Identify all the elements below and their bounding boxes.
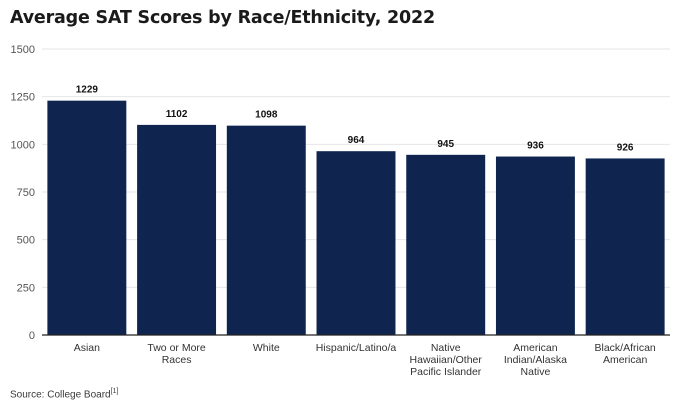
- x-tick-label-line: Two or More: [147, 342, 206, 354]
- x-tick-label: American Indian/Alaska Native: [504, 342, 567, 378]
- y-tick-label: 1500: [11, 44, 35, 56]
- source-reference: [1]: [110, 388, 119, 395]
- bar: [495, 156, 575, 335]
- x-tick-label-line: Hispanic/Latino/a: [316, 342, 397, 354]
- x-tick-label-line: Asian: [74, 342, 100, 354]
- data-label: 936: [527, 141, 544, 152]
- x-tick-label: Native Hawaiian/Other Pacific Islander: [410, 342, 483, 378]
- y-tick-label: 0: [29, 330, 35, 342]
- data-label: 1098: [255, 110, 278, 121]
- x-tick-label-line: Races: [162, 354, 192, 366]
- bar: [585, 158, 665, 335]
- data-label: 926: [617, 142, 634, 153]
- chart-title: Average SAT Scores by Race/Ethnicity, 20…: [10, 8, 435, 28]
- y-tick-label: 750: [17, 187, 35, 199]
- y-tick-label: 500: [17, 235, 35, 247]
- x-tick-label-line: White: [253, 342, 280, 354]
- x-tick-label-line: Native: [521, 366, 551, 378]
- x-tick-label-line: Black/African: [595, 342, 656, 354]
- x-tick-label: Two or More Races: [147, 342, 206, 366]
- y-tick-label: 250: [17, 282, 35, 294]
- bar: [406, 154, 486, 335]
- x-tick-label: Hispanic/Latino/a: [316, 342, 397, 354]
- x-tick-label-line: Pacific Islander: [410, 366, 482, 378]
- bar: [137, 124, 217, 335]
- data-label: 945: [437, 139, 454, 150]
- x-tick-label-line: Indian/Alaska: [504, 354, 567, 366]
- bar: [226, 125, 306, 335]
- x-tick-label: Asian: [74, 342, 100, 354]
- x-tick-label-line: Native: [431, 342, 461, 354]
- source-text: Source: College Board: [10, 389, 111, 401]
- x-tick-label: White: [253, 342, 280, 354]
- x-tick-label-line: American: [513, 342, 558, 354]
- y-tick-label: 1250: [11, 92, 35, 104]
- data-label: 1102: [166, 109, 188, 120]
- x-tick-label: Black/African American: [595, 342, 656, 366]
- bar: [316, 151, 396, 335]
- source-note: Source: College Board[1]: [10, 388, 118, 400]
- data-label: 1229: [76, 85, 99, 96]
- x-tick-label-line: American: [603, 354, 648, 366]
- x-tick-label-line: Hawaiian/Other: [410, 354, 483, 366]
- y-tick-label: 1000: [11, 139, 35, 151]
- bar: [47, 100, 127, 335]
- data-label: 964: [348, 135, 365, 146]
